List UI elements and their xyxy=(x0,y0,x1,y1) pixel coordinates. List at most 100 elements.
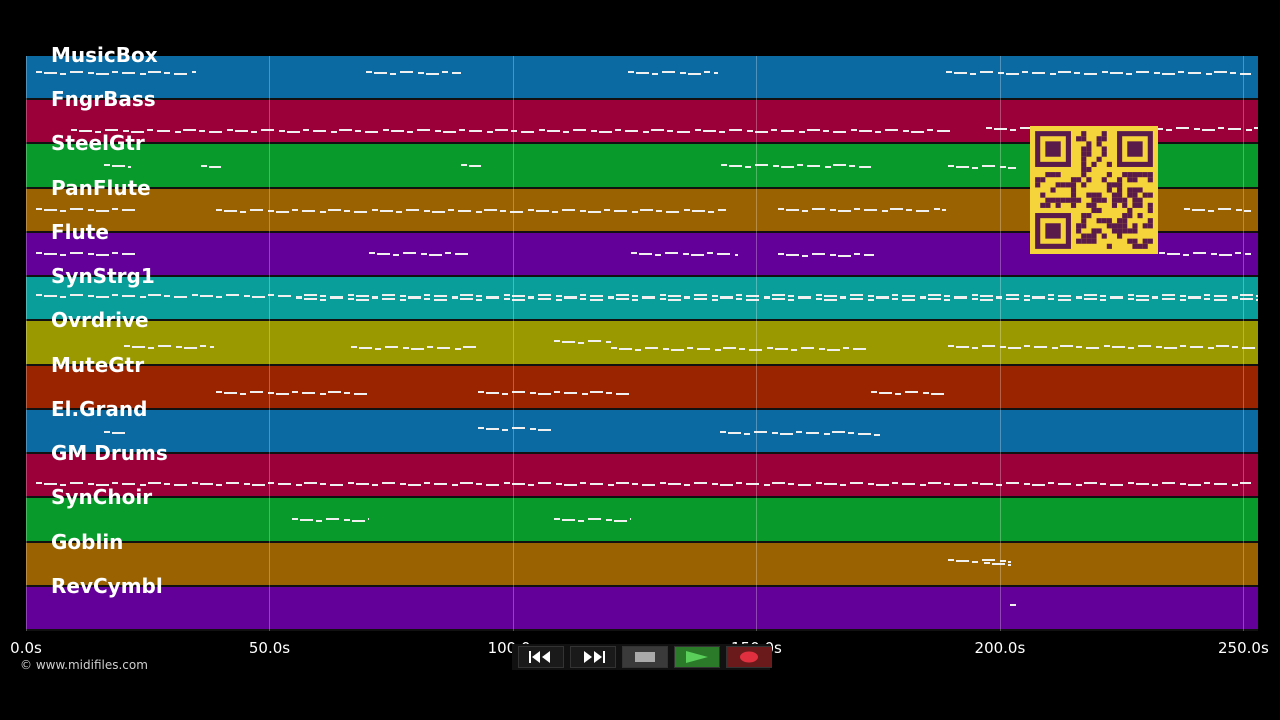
note xyxy=(406,208,419,211)
note xyxy=(824,295,837,298)
note xyxy=(44,295,57,298)
note xyxy=(539,129,545,132)
note xyxy=(164,295,170,298)
track-lane xyxy=(26,365,1258,410)
fast-forward-button[interactable] xyxy=(570,646,616,668)
note xyxy=(400,295,406,298)
note xyxy=(528,297,534,300)
note xyxy=(552,210,558,213)
record-button[interactable] xyxy=(726,646,772,668)
time-gridline xyxy=(1243,56,1245,631)
note xyxy=(892,482,898,485)
note xyxy=(1128,482,1134,485)
note xyxy=(320,295,326,298)
note xyxy=(304,294,317,297)
note xyxy=(920,297,926,300)
note xyxy=(500,209,506,212)
note xyxy=(426,73,439,75)
note xyxy=(1162,73,1175,75)
note xyxy=(854,207,860,210)
note xyxy=(720,297,733,300)
note xyxy=(1076,346,1082,349)
note xyxy=(1159,251,1165,254)
note xyxy=(1100,483,1106,486)
note xyxy=(1162,298,1175,301)
note xyxy=(980,295,993,298)
note xyxy=(502,392,508,395)
note xyxy=(382,298,395,301)
note xyxy=(326,518,339,521)
note xyxy=(920,484,926,487)
note xyxy=(771,129,777,132)
note xyxy=(892,298,898,301)
note xyxy=(1102,71,1108,73)
note xyxy=(1232,297,1238,300)
note xyxy=(112,294,118,297)
note xyxy=(279,130,285,133)
stop-button[interactable] xyxy=(622,646,668,668)
note xyxy=(608,297,614,300)
note xyxy=(721,164,727,167)
note xyxy=(954,484,967,487)
note xyxy=(157,130,170,133)
play-button[interactable] xyxy=(674,646,720,668)
note xyxy=(946,71,952,73)
note xyxy=(980,299,993,302)
note xyxy=(375,348,381,351)
note xyxy=(88,72,94,74)
note xyxy=(916,209,929,212)
note xyxy=(816,298,822,301)
note xyxy=(902,483,915,486)
note xyxy=(200,295,213,298)
note xyxy=(755,164,768,167)
note xyxy=(859,130,872,133)
note xyxy=(853,348,866,351)
note xyxy=(1246,129,1252,132)
note xyxy=(851,129,857,132)
note xyxy=(590,295,603,298)
note xyxy=(668,299,681,302)
note xyxy=(1136,295,1149,298)
note xyxy=(636,72,649,74)
note xyxy=(1154,72,1160,74)
note xyxy=(224,391,237,394)
note xyxy=(175,131,181,134)
note xyxy=(227,129,233,132)
note xyxy=(128,166,131,169)
note xyxy=(723,347,736,350)
note xyxy=(427,346,433,349)
note xyxy=(773,165,779,168)
note xyxy=(174,484,187,487)
track-lane xyxy=(26,56,1258,101)
note xyxy=(749,349,762,352)
note xyxy=(60,73,66,75)
note xyxy=(1000,559,1006,562)
note xyxy=(729,129,742,132)
note xyxy=(268,391,274,394)
note xyxy=(478,426,484,429)
note xyxy=(668,483,681,486)
note xyxy=(1211,252,1217,255)
note xyxy=(1190,346,1203,349)
note xyxy=(112,207,118,210)
note xyxy=(643,131,649,134)
note xyxy=(60,484,66,487)
note xyxy=(1184,207,1190,210)
note xyxy=(96,73,109,75)
track-label: SteelGtr xyxy=(51,131,145,156)
note xyxy=(984,561,990,564)
note xyxy=(616,294,629,297)
note xyxy=(216,208,222,211)
note xyxy=(1008,347,1021,350)
note xyxy=(1032,72,1045,74)
note xyxy=(1128,298,1134,301)
note xyxy=(140,484,146,487)
note xyxy=(1202,129,1215,132)
rewind-button[interactable] xyxy=(518,646,564,668)
note xyxy=(400,71,413,73)
note xyxy=(140,296,146,299)
note xyxy=(486,427,499,430)
note xyxy=(928,294,941,297)
note xyxy=(824,483,837,486)
note xyxy=(890,207,903,210)
